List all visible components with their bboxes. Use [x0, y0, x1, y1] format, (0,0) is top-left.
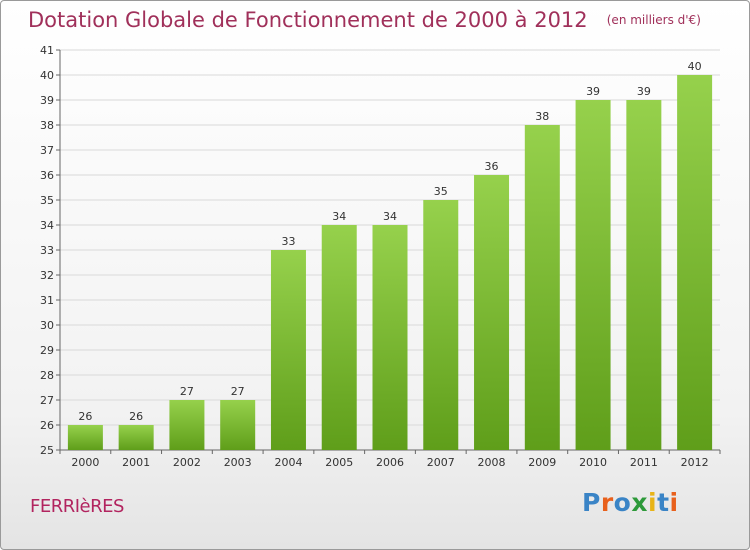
- data-label-2010: 39: [586, 85, 600, 98]
- bar-2009: [524, 125, 560, 450]
- y-tick-label: 31: [40, 294, 54, 307]
- bar-2002: [169, 400, 205, 450]
- x-tick-label-2007: 2007: [427, 456, 455, 469]
- y-tick-label: 30: [40, 319, 54, 332]
- data-label-2001: 26: [129, 410, 143, 423]
- data-label-2007: 35: [434, 185, 448, 198]
- bar-2010: [575, 100, 611, 450]
- y-tick-label: 40: [40, 69, 54, 82]
- data-label-2004: 33: [281, 235, 295, 248]
- x-tick-label-2002: 2002: [173, 456, 201, 469]
- y-tick-label: 33: [40, 244, 54, 257]
- logo-letter: t: [657, 488, 670, 517]
- y-tick-label: 35: [40, 194, 54, 207]
- bar-2000: [67, 425, 103, 450]
- y-tick-label: 27: [40, 394, 54, 407]
- data-label-2009: 38: [535, 110, 549, 123]
- x-tick-label-2004: 2004: [274, 456, 302, 469]
- y-tick-label: 29: [40, 344, 54, 357]
- proxiti-logo[interactable]: Proxiti: [582, 488, 679, 517]
- bars: [67, 75, 713, 450]
- logo-letter: o: [613, 488, 632, 517]
- y-tick-label: 34: [40, 219, 54, 232]
- y-tick-label: 37: [40, 144, 54, 157]
- logo-letter: i: [648, 488, 658, 517]
- data-label-2002: 27: [180, 385, 194, 398]
- bar-2004: [270, 250, 306, 450]
- commune-name: FERRIèRES: [30, 496, 124, 517]
- bar-2007: [423, 200, 459, 450]
- bar-2012: [677, 75, 713, 450]
- bar-2003: [220, 400, 256, 450]
- x-tick-label-2001: 2001: [122, 456, 150, 469]
- logo-letter: r: [600, 488, 614, 517]
- data-label-2011: 39: [637, 85, 651, 98]
- bar-2011: [626, 100, 662, 450]
- chart-title: Dotation Globale de Fonctionnement de 20…: [28, 8, 588, 32]
- logo-letter: P: [582, 488, 601, 517]
- data-label-2012: 40: [688, 60, 702, 73]
- y-tick-label: 25: [40, 444, 54, 457]
- x-tick-label-2005: 2005: [325, 456, 353, 469]
- y-tick-label: 26: [40, 419, 54, 432]
- y-tick-label: 32: [40, 269, 54, 282]
- y-tick-label: 28: [40, 369, 54, 382]
- data-label-2008: 36: [485, 160, 499, 173]
- data-label-2000: 26: [78, 410, 92, 423]
- x-tick-label-2011: 2011: [630, 456, 658, 469]
- chart-subtitle: (en milliers d'€): [606, 13, 701, 27]
- x-tick-label-2009: 2009: [528, 456, 556, 469]
- y-tick-label: 36: [40, 169, 54, 182]
- title-row: Dotation Globale de Fonctionnement de 20…: [28, 8, 701, 32]
- data-label-2005: 34: [332, 210, 346, 223]
- x-tick-label-2006: 2006: [376, 456, 404, 469]
- x-tick-label-2010: 2010: [579, 456, 607, 469]
- bar-2006: [372, 225, 408, 450]
- bar-2008: [474, 175, 510, 450]
- logo-letter: i: [669, 488, 679, 517]
- logo-letter: x: [631, 488, 648, 517]
- y-tick-label: 39: [40, 94, 54, 107]
- labels: 26 2000 26 2001 27 2002 27 2003 33 2004 34 2005 34 20…: [71, 60, 708, 469]
- x-tick-label-2008: 2008: [478, 456, 506, 469]
- data-label-2006: 34: [383, 210, 397, 223]
- y-tick-label: 41: [40, 44, 54, 57]
- bar-2001: [118, 425, 154, 450]
- x-tick-label-2000: 2000: [71, 456, 99, 469]
- x-tick-label-2003: 2003: [224, 456, 252, 469]
- x-tick-label-2012: 2012: [681, 456, 709, 469]
- y-tick-label: 38: [40, 119, 54, 132]
- data-label-2003: 27: [231, 385, 245, 398]
- bar-2005: [321, 225, 357, 450]
